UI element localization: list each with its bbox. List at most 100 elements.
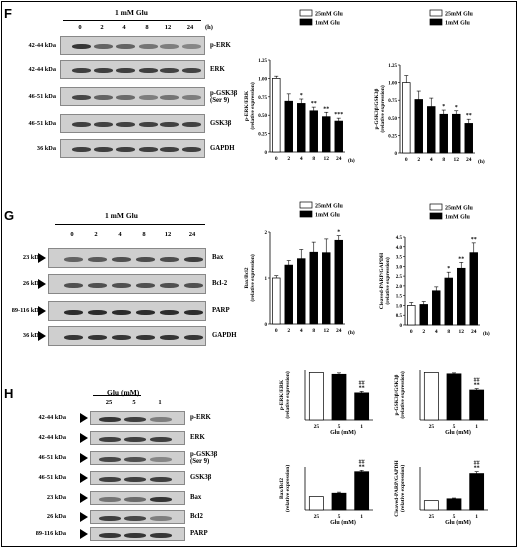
y-tick-label: 1.00 [258, 77, 267, 82]
protein-label: Bax [212, 254, 224, 261]
legend-swatch [299, 201, 313, 209]
blot-band [181, 122, 201, 127]
y-tick-label: 3.5 [396, 256, 403, 261]
legend-label: 25mM Glu [445, 12, 473, 18]
blot-band [115, 95, 135, 100]
lane-label-H: 25 [105, 399, 113, 406]
kda-label: 26 kDa [46, 513, 66, 520]
legend-label: 1mM Glu [445, 21, 470, 27]
y-tick-label: 2 [265, 231, 268, 236]
lane-label-F: 24 [186, 24, 194, 31]
y-axis-label: p-ERK/ERK(relative expression) [244, 82, 256, 129]
protein-label: p-ERK [210, 41, 231, 49]
lane-arrow-icon [38, 279, 46, 289]
x-tick-label: 8 [442, 157, 445, 163]
blot-strip [90, 451, 185, 465]
blot-strip [90, 471, 185, 485]
significance-label: ## [474, 378, 480, 384]
x-tick-label: 5 [453, 424, 456, 430]
blot-band [135, 256, 155, 262]
y-axis-label-line: Cleaved-PARP/GAPDH [394, 460, 400, 517]
blot-band [138, 147, 158, 152]
blot-strip [60, 139, 205, 158]
y-axis-label: Bax/Bcl2(relative expression) [244, 254, 256, 301]
kda-label: 89-116 kDa [11, 307, 42, 314]
x-tick-label: 1 [475, 514, 478, 520]
blot-band [115, 44, 135, 49]
significance-label: ** [466, 113, 472, 119]
protein-label: GSK3β [190, 474, 212, 481]
protein-label: Bcl2 [190, 513, 203, 520]
y-axis-label-line: (relative expression) [249, 82, 256, 129]
y-tick-label: 2.5 [396, 275, 403, 280]
x-unit-label: (h) [348, 157, 355, 164]
blot-band [111, 282, 131, 288]
kda-label: 42-44 kDa [38, 414, 66, 421]
blot-band [93, 95, 113, 100]
blot-band [183, 334, 203, 340]
legend-swatch [299, 9, 313, 17]
protein-label: p-GSK3β (Ser 9) [210, 90, 237, 104]
protein-label: Bcl-2 [212, 280, 228, 287]
blot-band [99, 436, 121, 442]
lane-arrow-icon [80, 493, 88, 503]
y-tick-label: 0.5 [396, 314, 403, 319]
blot-band [135, 334, 155, 340]
protein-site: (Ser 9) [190, 458, 210, 465]
y-axis-label-line: (relative expression) [399, 371, 406, 418]
legend-label: 1mM Glu [315, 213, 340, 219]
x-tick-label: 12 [454, 157, 460, 163]
significance-label: ** [474, 383, 480, 389]
lane-arrow-icon [38, 253, 46, 263]
blot-band [138, 44, 158, 49]
lane-arrow-icon [38, 331, 46, 341]
blot-band [138, 95, 158, 100]
lane-arrow-icon [80, 529, 88, 539]
blot-strip [90, 527, 185, 541]
blot-band [150, 476, 172, 482]
kda-label: 46-51 kDa [28, 92, 56, 100]
bar [308, 496, 324, 511]
y-tick-label: 4.5 [396, 236, 403, 241]
panel-label-G: G [4, 208, 15, 223]
y-tick-label: 1.00 [388, 82, 397, 87]
x-axis-label: Glu (mM) [330, 429, 356, 436]
significance-label: ** [359, 385, 365, 391]
blot-band [159, 95, 179, 100]
legend-swatch [429, 212, 443, 220]
blot-band [124, 515, 146, 521]
blot-band [159, 282, 179, 288]
x-unit-label: (h) [483, 330, 490, 337]
blot-band [71, 68, 91, 73]
protein-label: PARP [190, 530, 208, 537]
x-tick-label: 25 [429, 424, 435, 430]
kda-label: 23 kDa [22, 254, 42, 261]
lane-arrow-icon [80, 512, 88, 522]
y-tick-label: 0.25 [388, 134, 397, 139]
y-axis-label-line: (relative expression) [399, 465, 406, 512]
protein-label: ERK [190, 434, 205, 441]
y-axis-label-line: p-ERK/ERK [244, 90, 250, 121]
y-tick-label: 2.0 [396, 285, 403, 290]
kda-label: 36 kDa [22, 332, 42, 339]
blot-strip [60, 36, 205, 55]
kda-label: 46-51 kDa [28, 119, 56, 127]
blot-band [111, 309, 131, 315]
y-axis-label-line: (relative expression) [249, 254, 256, 301]
blot-band [115, 68, 135, 73]
lane-label-F: 12 [164, 24, 172, 31]
blot-band [87, 309, 107, 315]
treatment-label-H: Glu (mM) [107, 388, 140, 397]
y-tick-label: 1.25 [258, 59, 267, 64]
protein-name: p-GSK3β [210, 89, 238, 97]
x-unit-label: (h) [348, 329, 355, 336]
protein-label: GAPDH [212, 332, 237, 339]
significance-label: ** [359, 464, 365, 470]
legend-label: 25mM Glu [445, 206, 473, 212]
